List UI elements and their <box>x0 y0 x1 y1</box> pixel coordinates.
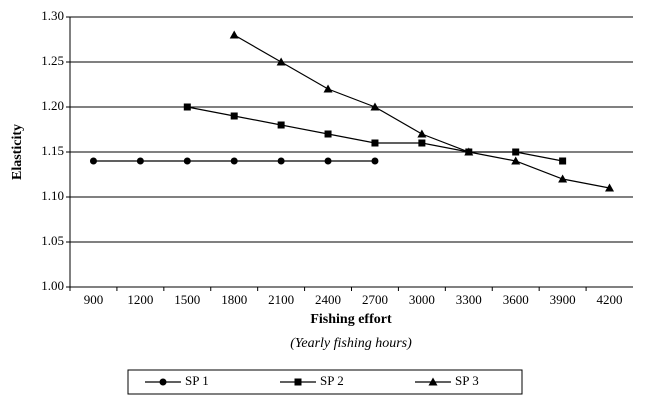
marker <box>229 30 239 39</box>
legend-label: SP 2 <box>320 373 344 388</box>
marker <box>605 183 615 192</box>
y-tick-label: 1.20 <box>41 98 64 113</box>
x-tick-label: 3300 <box>456 292 482 307</box>
marker <box>370 102 380 111</box>
marker <box>276 57 286 66</box>
legend-label: SP 3 <box>455 373 479 388</box>
y-tick-label: 1.00 <box>41 278 64 293</box>
y-tick-label: 1.15 <box>41 143 64 158</box>
x-tick-label: 3600 <box>503 292 529 307</box>
y-tick-label: 1.25 <box>41 53 64 68</box>
x-axis-subtitle: (Yearly fishing hours) <box>290 336 412 351</box>
marker <box>230 112 238 120</box>
marker <box>324 130 332 138</box>
series-line <box>233 34 610 189</box>
series-line <box>187 106 563 162</box>
x-tick-label: 2400 <box>315 292 341 307</box>
y-axis-title: Elasticity <box>10 124 25 180</box>
marker <box>183 157 191 165</box>
x-tick-label: 1500 <box>174 292 200 307</box>
x-tick-label: 1200 <box>127 292 153 307</box>
x-tick-label: 4200 <box>597 292 623 307</box>
x-tick-label: 1800 <box>221 292 247 307</box>
marker <box>277 157 285 165</box>
marker <box>417 129 427 138</box>
legend-box <box>127 369 523 395</box>
y-tick-label: 1.05 <box>41 233 64 248</box>
marker <box>558 174 568 183</box>
y-tick-label: 1.10 <box>41 188 64 203</box>
marker <box>512 148 520 156</box>
x-tick-label: 2700 <box>362 292 388 307</box>
marker <box>277 121 285 129</box>
marker <box>136 157 144 165</box>
marker <box>559 157 567 165</box>
legend-label: SP 1 <box>185 373 209 388</box>
x-tick-label: 3000 <box>409 292 435 307</box>
x-tick-label: 2100 <box>268 292 294 307</box>
marker <box>89 157 97 165</box>
marker <box>323 84 333 93</box>
marker <box>464 147 474 156</box>
y-tick-label: 1.30 <box>41 8 64 23</box>
marker <box>159 378 167 386</box>
marker <box>183 103 191 111</box>
marker <box>324 157 332 165</box>
marker <box>230 157 238 165</box>
x-axis-title: Fishing effort <box>310 312 392 327</box>
marker <box>418 139 426 147</box>
marker <box>511 156 521 165</box>
marker <box>428 377 438 386</box>
x-tick-label: 900 <box>84 292 104 307</box>
marker <box>371 157 379 165</box>
marker <box>294 378 302 386</box>
x-tick-label: 3900 <box>550 292 576 307</box>
marker <box>371 139 379 147</box>
